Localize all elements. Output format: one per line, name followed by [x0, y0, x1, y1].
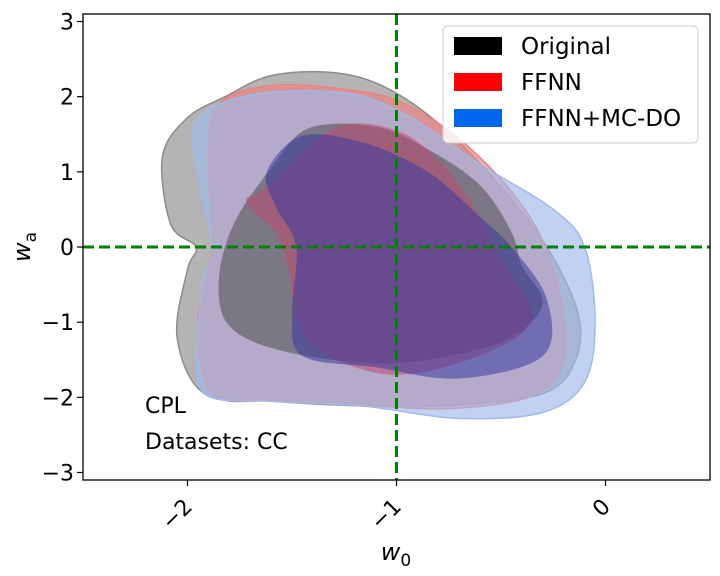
annotation-model: CPL [145, 394, 187, 419]
y-tick-label: −2 [42, 386, 74, 411]
legend-swatch-original [454, 37, 502, 55]
y-tick-label: 0 [60, 236, 74, 261]
contour-regions [160, 70, 596, 420]
legend-swatch-ffnn-mc-do [454, 109, 502, 127]
legend: Original FFNN FFNN+MC-DO [442, 25, 699, 144]
x-axis-label-sub: 0 [400, 551, 411, 571]
y-tick-label: 2 [60, 86, 74, 111]
y-tick-label: −1 [42, 311, 74, 336]
reference-lines [83, 14, 710, 480]
y-tick-label: 3 [60, 11, 74, 36]
legend-label-ffnn: FFNN [521, 70, 582, 96]
legend-label-ffnn-mc-do: FFNN+MC-DO [521, 106, 681, 132]
y-tick-label: −3 [42, 461, 74, 486]
legend-box [442, 25, 699, 144]
x-tick-label: 0 [588, 495, 616, 523]
x-axis: −2 −1 0 [157, 480, 616, 535]
y-axis-label-sub: a [21, 232, 41, 242]
legend-swatch-ffnn [454, 73, 502, 91]
x-axis-label: w0 [381, 538, 411, 571]
y-axis-label: wa [8, 232, 41, 262]
annotation-datasets: Datasets: CC [145, 430, 288, 455]
contour-inner-ffnn-mc-do [265, 134, 553, 379]
y-tick-label: 1 [60, 161, 74, 186]
legend-label-original: Original [521, 34, 611, 60]
x-tick-label: −1 [366, 495, 407, 536]
x-tick-label: −2 [157, 495, 198, 536]
y-axis: 3 2 1 0 −1 −2 −3 [42, 11, 83, 486]
